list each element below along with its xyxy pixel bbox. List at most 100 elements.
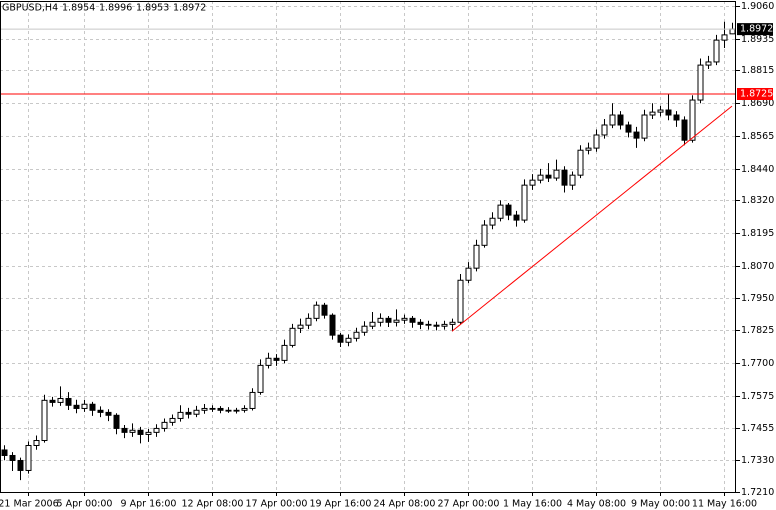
candle-body <box>233 409 240 412</box>
y-tick-label: 1.7455 <box>741 423 774 434</box>
x-tick-label: 9 Apr 16:00 <box>121 499 177 510</box>
candle-body <box>153 427 160 433</box>
candle-body <box>265 357 272 366</box>
candle-body <box>561 169 568 186</box>
candle-body <box>473 244 480 269</box>
candle-body <box>681 119 688 141</box>
candle-body <box>417 321 424 325</box>
candle-body <box>673 114 680 121</box>
candle-body <box>641 114 648 139</box>
candle-body <box>297 324 304 329</box>
candle-body <box>169 417 176 423</box>
candle-body <box>569 174 576 186</box>
candle-body <box>441 323 448 327</box>
chart-title: GBPUSD,H4 <box>2 3 58 14</box>
candle-body <box>513 214 520 221</box>
y-tick-label: 1.7210 <box>741 487 774 498</box>
candle-body <box>553 169 560 179</box>
candle-body <box>385 317 392 323</box>
candle-body <box>49 399 56 403</box>
x-tick-label: 21 Mar 2006 <box>0 499 59 510</box>
candle-body <box>25 445 32 471</box>
candle-body <box>393 319 400 323</box>
candle-body <box>57 397 64 403</box>
candle-body <box>33 440 40 447</box>
y-tick-label: 1.9060 <box>741 1 774 12</box>
trendline <box>451 105 733 332</box>
candle-body <box>657 109 664 113</box>
y-tick-label: 1.8320 <box>741 195 774 206</box>
grid <box>0 1 736 493</box>
candle-body <box>217 407 224 411</box>
candle-body <box>241 407 248 411</box>
candle-body <box>617 114 624 126</box>
candle-body <box>545 174 552 179</box>
y-tick-label: 1.8690 <box>741 98 774 109</box>
candle-body <box>521 184 528 221</box>
candle-body <box>137 429 144 435</box>
x-tick-label: 11 May 16:00 <box>692 499 757 510</box>
candle-body <box>273 357 280 361</box>
candle-body <box>185 411 192 415</box>
x-tick-label: 27 Apr 00:00 <box>438 499 500 510</box>
candle-body <box>369 321 376 327</box>
candle-body <box>17 459 24 471</box>
candle-body <box>89 403 96 411</box>
price-tag-label: 1.8972 <box>740 24 773 35</box>
y-tick-label: 1.8565 <box>741 131 774 142</box>
candle-body <box>249 391 256 409</box>
candle-body <box>729 28 736 35</box>
candle-body <box>193 409 200 415</box>
plot-frame <box>0 1 736 493</box>
candle-body <box>465 267 472 281</box>
candle-body <box>281 344 288 361</box>
candles <box>0 21 736 481</box>
y-tick-label: 1.8440 <box>741 164 774 175</box>
candle-body <box>425 323 432 326</box>
candle-body <box>41 399 48 442</box>
y-tick-label: 1.7330 <box>741 455 774 466</box>
candle-body <box>593 134 600 149</box>
candle-body <box>697 64 704 101</box>
candle-body <box>225 409 232 412</box>
candle-body <box>665 109 672 116</box>
candle-body <box>713 39 720 63</box>
candle-body <box>505 204 512 216</box>
y-tick-label: 1.8070 <box>741 261 774 272</box>
candle-body <box>601 124 608 136</box>
candle-body <box>585 147 592 151</box>
candle-body <box>201 407 208 411</box>
candle-body <box>321 304 328 316</box>
candle-body <box>689 99 696 141</box>
y-tick-label: 1.7575 <box>741 391 774 402</box>
candle-body <box>361 325 368 333</box>
candle-body <box>65 397 72 406</box>
x-tick-label: 24 Apr 08:00 <box>374 499 436 510</box>
y-tick-label: 1.8815 <box>741 65 774 76</box>
price-tag <box>737 87 773 100</box>
candle-body <box>145 431 152 435</box>
candle-body <box>9 454 16 461</box>
candle-body <box>81 403 88 409</box>
header-close: 1.8972 <box>173 3 206 14</box>
y-tick-label: 1.7825 <box>741 325 774 336</box>
candle-body <box>537 174 544 181</box>
y-tick-label: 1.7700 <box>741 358 774 369</box>
x-tick-label: 1 May 16:00 <box>503 499 562 510</box>
candle-body <box>113 414 120 429</box>
candle-body <box>105 411 112 416</box>
candle-body <box>529 179 536 186</box>
candle-body <box>129 429 136 433</box>
header-open: 1.8954 <box>62 3 95 14</box>
candle-body <box>409 317 416 323</box>
header-low: 1.8953 <box>136 3 169 14</box>
candle-body <box>121 427 128 433</box>
candle-body <box>289 327 296 346</box>
candle-body <box>401 317 408 321</box>
candle-body <box>73 404 80 409</box>
y-tick-label: 1.7950 <box>741 293 774 304</box>
candle-body <box>705 61 712 66</box>
candle-body <box>577 149 584 176</box>
candle-body <box>489 217 496 226</box>
